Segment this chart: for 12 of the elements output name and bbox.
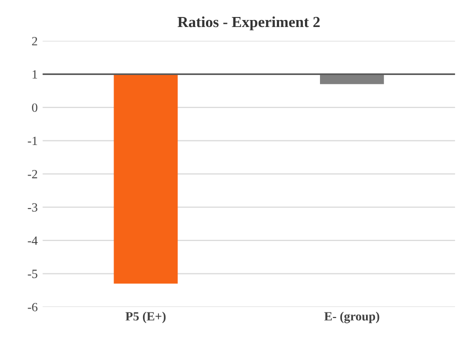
y-tick-label: -2 — [28, 170, 38, 178]
x-tick-label: E- (group) — [324, 312, 380, 324]
chart-title: Ratios - Experiment 2 — [178, 16, 320, 30]
y-tick-label: -4 — [28, 236, 38, 245]
y-tick-label: 1 — [32, 70, 38, 79]
x-tick-label: P5 (E+) — [126, 312, 166, 324]
y-tick-label: -3 — [28, 203, 38, 212]
y-tick-label: 0 — [32, 103, 38, 112]
y-tick-label: -1 — [28, 136, 38, 145]
y-tick-label: 2 — [32, 36, 38, 46]
y-tick-label: -5 — [28, 270, 38, 278]
y-tick-label: -6 — [28, 302, 38, 312]
